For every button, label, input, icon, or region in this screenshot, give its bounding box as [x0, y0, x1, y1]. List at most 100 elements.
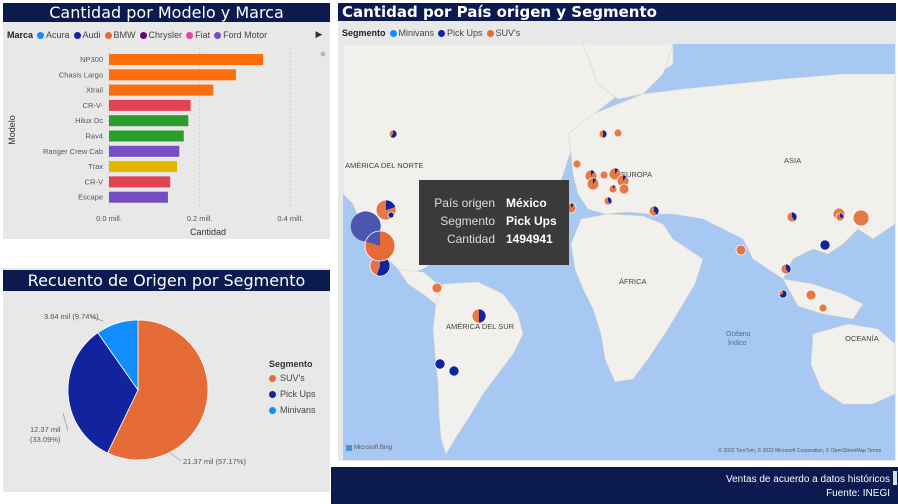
map-bubble[interactable]: [387, 211, 395, 219]
bar[interactable]: [109, 176, 171, 188]
bar-legend-item[interactable]: Acura: [37, 30, 70, 40]
eurasia-land: [567, 73, 895, 280]
pie-legend-item[interactable]: SUV's: [269, 373, 316, 383]
bar[interactable]: [109, 54, 264, 65]
map-bubble[interactable]: [603, 196, 613, 206]
bar[interactable]: [109, 161, 177, 173]
bar[interactable]: [109, 84, 214, 96]
map-bubble[interactable]: [735, 244, 747, 256]
pie-data-label: 3.64 mil (9.74%): [44, 312, 99, 321]
bar[interactable]: [109, 130, 184, 142]
legend-dot-icon: [389, 29, 397, 37]
map-bubble[interactable]: [608, 167, 622, 181]
scroll-handle[interactable]: [320, 51, 326, 57]
footer-line-1: Ventas de acuerdo a datos históricos: [726, 474, 890, 485]
pie-data-label-pct: (33.09%): [30, 435, 61, 444]
pie-slice[interactable]: [97, 319, 139, 392]
bar-legend-item[interactable]: Ford Motor: [214, 30, 267, 40]
map-legend-item[interactable]: Pick Ups: [438, 28, 483, 38]
map-bubble[interactable]: [648, 205, 660, 217]
legend-dot-icon: [104, 31, 112, 39]
map-legend-item[interactable]: Minivans: [389, 28, 434, 38]
footer-scrollbar[interactable]: [893, 471, 897, 485]
tooltip-row: Cantidad 1494941: [419, 232, 569, 250]
map-labels: AMÉRICA DEL NORTE EUROPA ASIA ÁFRICA AMÉ…: [345, 156, 879, 347]
map-bubble[interactable]: [616, 174, 630, 188]
pie-legend-item[interactable]: Pick Ups: [269, 389, 316, 399]
legend-label: Audi: [82, 30, 101, 40]
tooltip-key: País origen: [434, 196, 495, 210]
map-bubble[interactable]: [818, 303, 828, 313]
map-tooltip: País origen México Segmento Pick Ups Cantida…: [419, 180, 569, 265]
label-europe: EUROPA: [621, 170, 652, 179]
legend-dot-icon: [139, 31, 147, 39]
bar[interactable]: [109, 115, 189, 127]
map-bubble[interactable]: [448, 365, 460, 377]
map-bubble[interactable]: [805, 289, 817, 301]
legend-more-icon[interactable]: ▶: [315, 29, 323, 39]
legend-dot-icon: [486, 29, 494, 37]
map-bubble-mexico[interactable]: [350, 211, 396, 262]
y-tick-label: Ranger Crew Cab: [43, 147, 103, 156]
map-bubble[interactable]: [608, 184, 618, 194]
map-bubble[interactable]: [434, 358, 446, 370]
tooltip-value: México: [506, 196, 547, 210]
map-legend-key: Segmento: [342, 28, 386, 38]
map-bubble[interactable]: [852, 209, 870, 227]
legend-dot-icon: [269, 390, 276, 398]
bar-legend-item[interactable]: Chrysler: [139, 30, 182, 40]
pie-legend-item[interactable]: Minivans: [269, 405, 316, 415]
y-tick-label: Hilux Dc: [75, 116, 103, 125]
bar-chart-legend: Marca Acura Audi BMW Chrysler Fiat Ford Motor: [7, 30, 271, 40]
map-bubble[interactable]: [778, 289, 788, 299]
label-north-america: AMÉRICA DEL NORTE: [345, 161, 423, 170]
pie-slice[interactable]: [106, 319, 209, 461]
bar[interactable]: [109, 69, 236, 81]
pie-chart-title: Recuento de Origen por Segmento: [3, 270, 330, 291]
tooltip-value: Pick Ups: [506, 214, 557, 228]
map-bubble[interactable]: [780, 263, 792, 275]
bar-chart-plot: 0.0 mill. 0.2 mill. 0.4 mill. NP300 Chasis L…: [7, 48, 326, 237]
tooltip-row: País origen México: [419, 196, 569, 214]
label-south-america: AMÉRICA DEL SUR: [446, 322, 515, 331]
legend-label: Fiat: [195, 30, 211, 40]
bar[interactable]: [109, 191, 168, 203]
label-ocean-2: Índico: [728, 338, 747, 347]
pie-slice[interactable]: [67, 332, 139, 454]
map-bubble[interactable]: [388, 129, 398, 139]
map-bubble[interactable]: [369, 255, 391, 277]
southeast-asia-land: [782, 278, 864, 320]
bar-legend-item[interactable]: Audi: [73, 30, 101, 40]
pie-data-label: 12.37 mil: [30, 425, 61, 434]
legend-dot-icon: [269, 374, 276, 382]
y-tick-label: NP300: [80, 55, 103, 64]
bar[interactable]: [109, 99, 191, 111]
legend-dot-icon: [186, 31, 194, 39]
y-axis-label: Modelo: [7, 115, 17, 145]
map-bubble[interactable]: [613, 128, 623, 138]
map-bubble[interactable]: [599, 170, 609, 180]
map-bubble[interactable]: [618, 183, 630, 195]
legend-label: Pick Ups: [447, 28, 483, 38]
x-tick-label: 0.4 mill.: [277, 214, 303, 223]
bar[interactable]: [109, 145, 180, 157]
map-bubble[interactable]: [586, 177, 600, 191]
legend-label: SUV's: [495, 28, 521, 38]
map-bubble[interactable]: [431, 282, 443, 294]
map-bubble[interactable]: [835, 212, 845, 222]
bar-legend-item[interactable]: Fiat: [186, 30, 210, 40]
map-bubble[interactable]: [786, 211, 798, 223]
tooltip-key: Cantidad: [446, 232, 495, 246]
map-bubble[interactable]: [819, 239, 831, 251]
map-bubble[interactable]: [598, 129, 608, 139]
map-attribution[interactable]: © 2022 TomTom, © 2022 Microsoft Corporat…: [718, 448, 881, 454]
bing-logo-icon: [346, 445, 352, 451]
y-tick-label: Trax: [88, 162, 103, 171]
map-bubble[interactable]: [572, 159, 582, 169]
bar-legend-item[interactable]: BMW: [104, 30, 136, 40]
map-legend: Segmento Minivans Pick Ups SUV's: [342, 28, 524, 38]
map-legend-item[interactable]: SUV's: [486, 28, 521, 38]
bar-chart-title: Cantidad por Modelo y Marca: [3, 3, 330, 22]
legend-dot-icon: [269, 406, 276, 414]
map-bubble[interactable]: [471, 308, 487, 324]
